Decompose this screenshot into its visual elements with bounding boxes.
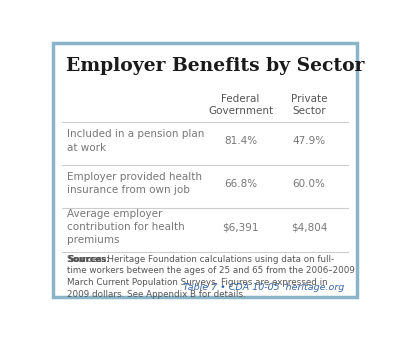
Text: Private
Sector: Private Sector: [290, 94, 327, 116]
Text: Average employer
contribution for health
premiums: Average employer contribution for health…: [67, 209, 185, 245]
Text: 60.0%: 60.0%: [292, 179, 325, 189]
Text: Table 7 • CDA 10-05  heritage.org: Table 7 • CDA 10-05 heritage.org: [183, 283, 344, 292]
Text: 47.9%: 47.9%: [292, 136, 326, 146]
Text: Employer provided health
insurance from own job: Employer provided health insurance from …: [67, 172, 202, 195]
Text: Included in a pension plan
at work: Included in a pension plan at work: [67, 129, 204, 153]
Text: $6,391: $6,391: [222, 222, 259, 232]
Text: Sources:: Sources:: [67, 254, 110, 264]
Text: $4,804: $4,804: [291, 222, 327, 232]
Text: Sources: Heritage Foundation calculations using data on full-
time workers betwe: Sources: Heritage Foundation calculation…: [67, 254, 355, 299]
Text: Employer Benefits by Sector: Employer Benefits by Sector: [66, 57, 364, 75]
FancyBboxPatch shape: [53, 43, 357, 297]
Text: 66.8%: 66.8%: [224, 179, 257, 189]
Text: 81.4%: 81.4%: [224, 136, 257, 146]
Text: Federal
Government: Federal Government: [208, 94, 273, 116]
Text: Sources:: Sources:: [67, 254, 110, 264]
